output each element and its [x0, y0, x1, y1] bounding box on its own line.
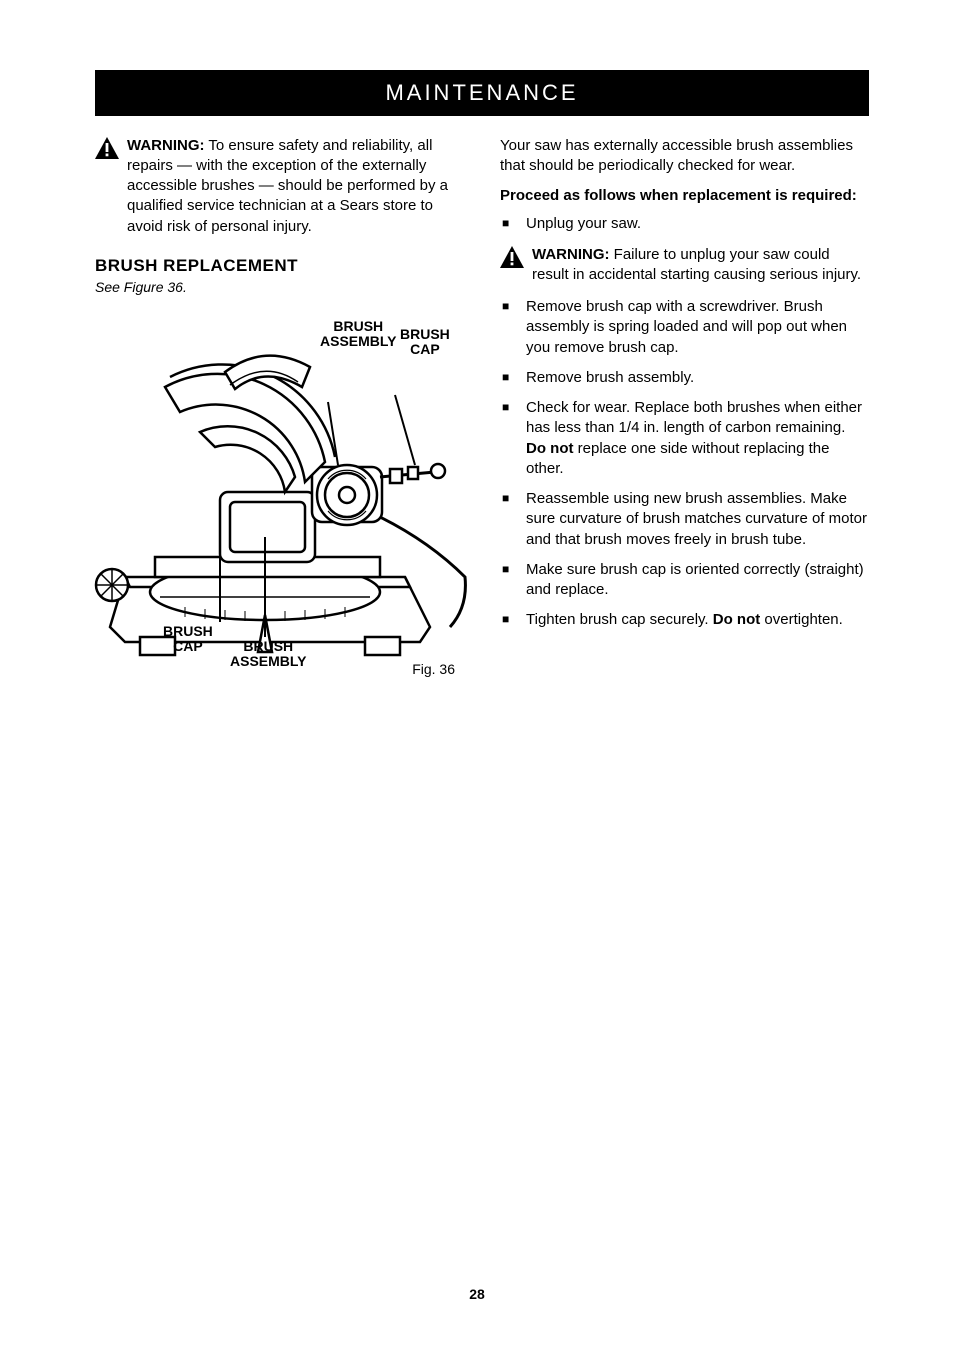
- step7-text-a: Tighten brush cap securely.: [526, 611, 713, 628]
- content-columns: WARNING: To ensure safety and reliabilit…: [95, 136, 869, 687]
- step7-bold: Do not: [713, 611, 760, 628]
- step-list-2: Remove brush cap with a screwdriver. Bru…: [500, 297, 869, 631]
- figure-label-brush-cap-bottom: BRUSHCAP: [163, 624, 213, 655]
- step-list-1: Unplug your saw.: [500, 214, 869, 234]
- warning-icon: [95, 137, 119, 159]
- header-bar: MAINTENANCE: [95, 70, 869, 116]
- warning-text-left: WARNING: To ensure safety and reliabilit…: [127, 136, 465, 237]
- step4-text-a: Check for wear. Replace both brushes whe…: [526, 399, 862, 436]
- figure-label-brush-assembly-bottom: BRUSHASSEMBLY: [230, 639, 307, 670]
- figure-caption: Fig. 36: [412, 660, 455, 679]
- page-number: 28: [0, 1285, 954, 1304]
- warning-text-right: WARNING: Failure to unplug your saw coul…: [532, 245, 869, 286]
- step7-text-b: overtighten.: [760, 611, 843, 628]
- section-title: BRUSH REPLACEMENT: [95, 255, 465, 278]
- left-column: WARNING: To ensure safety and reliabilit…: [95, 136, 465, 687]
- warning-block-left: WARNING: To ensure safety and reliabilit…: [95, 136, 465, 237]
- warning-block-right: WARNING: Failure to unplug your saw coul…: [500, 245, 869, 286]
- step-orient-cap: Make sure brush cap is oriented correctl…: [500, 560, 869, 601]
- procedure-heading: Proceed as follows when replacement is r…: [500, 186, 869, 206]
- warning-label: WARNING:: [127, 137, 205, 154]
- miter-saw-illustration: [70, 317, 470, 687]
- warning-icon: [500, 246, 524, 268]
- section-subtitle: See Figure 36.: [95, 278, 465, 297]
- right-column: Your saw has externally accessible brush…: [500, 136, 869, 687]
- warning-label-right: WARNING:: [532, 246, 610, 263]
- figure-36: BRUSHASSEMBLY BRUSHCAP BRUSHCAP BRUSHASS…: [95, 307, 465, 687]
- step-remove-assembly: Remove brush assembly.: [500, 368, 869, 388]
- figure-label-brush-cap-top: BRUSHCAP: [400, 327, 450, 358]
- step-reassemble: Reassemble using new brush assemblies. M…: [500, 489, 869, 550]
- step-tighten: Tighten brush cap securely. Do not overt…: [500, 610, 869, 630]
- step-check-wear: Check for wear. Replace both brushes whe…: [500, 398, 869, 479]
- figure-label-brush-assembly-top: BRUSHASSEMBLY: [320, 319, 397, 350]
- step-remove-cap: Remove brush cap with a screwdriver. Bru…: [500, 297, 869, 358]
- intro-paragraph: Your saw has externally accessible brush…: [500, 136, 869, 177]
- step4-bold: Do not: [526, 440, 573, 457]
- step-unplug: Unplug your saw.: [500, 214, 869, 234]
